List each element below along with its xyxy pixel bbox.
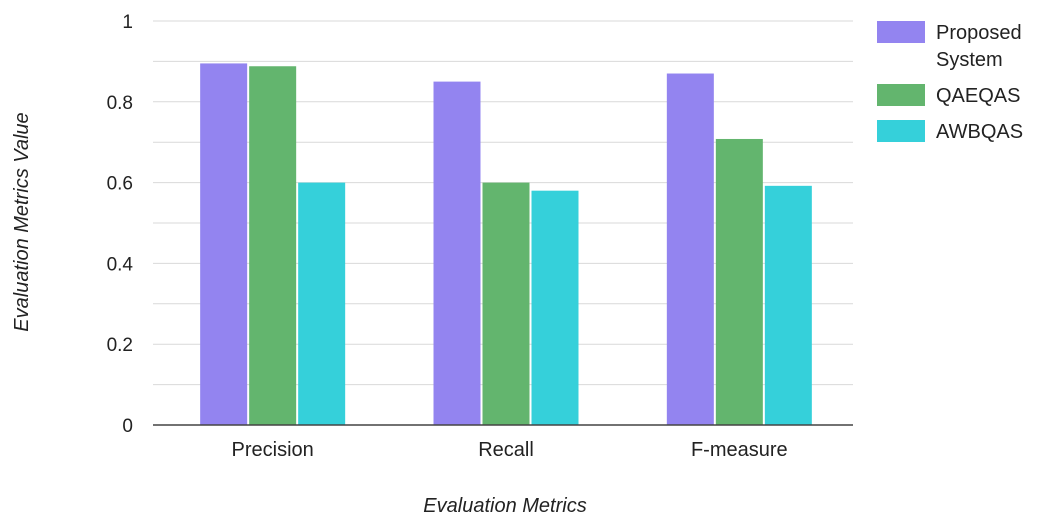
y-axis-ticks: 0 0.2 0.4 0.6 0.8 1 (107, 12, 134, 437)
bar-awbqas-recall (531, 190, 579, 425)
bars (200, 63, 812, 426)
legend-swatch (877, 84, 925, 106)
legend-label: AWBQAS (936, 121, 1023, 143)
bar-awbqas-precision (298, 182, 346, 425)
legend-label: Proposed (936, 22, 1022, 44)
bar-qaeqas-f-measure (715, 138, 763, 425)
bar-proposed-system-recall (433, 81, 481, 425)
x-axis-title: Evaluation Metrics (423, 495, 586, 516)
bar-awbqas-f-measure (764, 185, 812, 425)
x-category-label: Recall (478, 439, 534, 461)
legend: Proposed System QAEQAS AWBQAS (877, 21, 1023, 143)
y-tick-label: 1 (122, 12, 133, 33)
legend-label: QAEQAS (936, 85, 1020, 107)
y-tick-label: 0.2 (107, 335, 133, 356)
y-tick-label: 0.6 (107, 174, 133, 195)
y-tick-label: 0.8 (107, 93, 133, 114)
x-category-label: F-measure (691, 439, 788, 461)
bar-qaeqas-recall (482, 182, 530, 425)
x-axis-categories: Precision Recall F-measure (232, 439, 788, 461)
y-tick-label: 0 (122, 416, 133, 437)
bar-proposed-system-precision (200, 63, 248, 426)
y-tick-label: 0.4 (107, 254, 134, 275)
y-axis-title: Evaluation Metrics Value (11, 112, 33, 331)
legend-label: System (936, 49, 1003, 71)
bar-qaeqas-precision (249, 66, 297, 426)
x-category-label: Precision (232, 439, 314, 461)
legend-swatch (877, 120, 925, 142)
legend-swatch (877, 21, 925, 43)
bar-proposed-system-f-measure (666, 73, 714, 426)
